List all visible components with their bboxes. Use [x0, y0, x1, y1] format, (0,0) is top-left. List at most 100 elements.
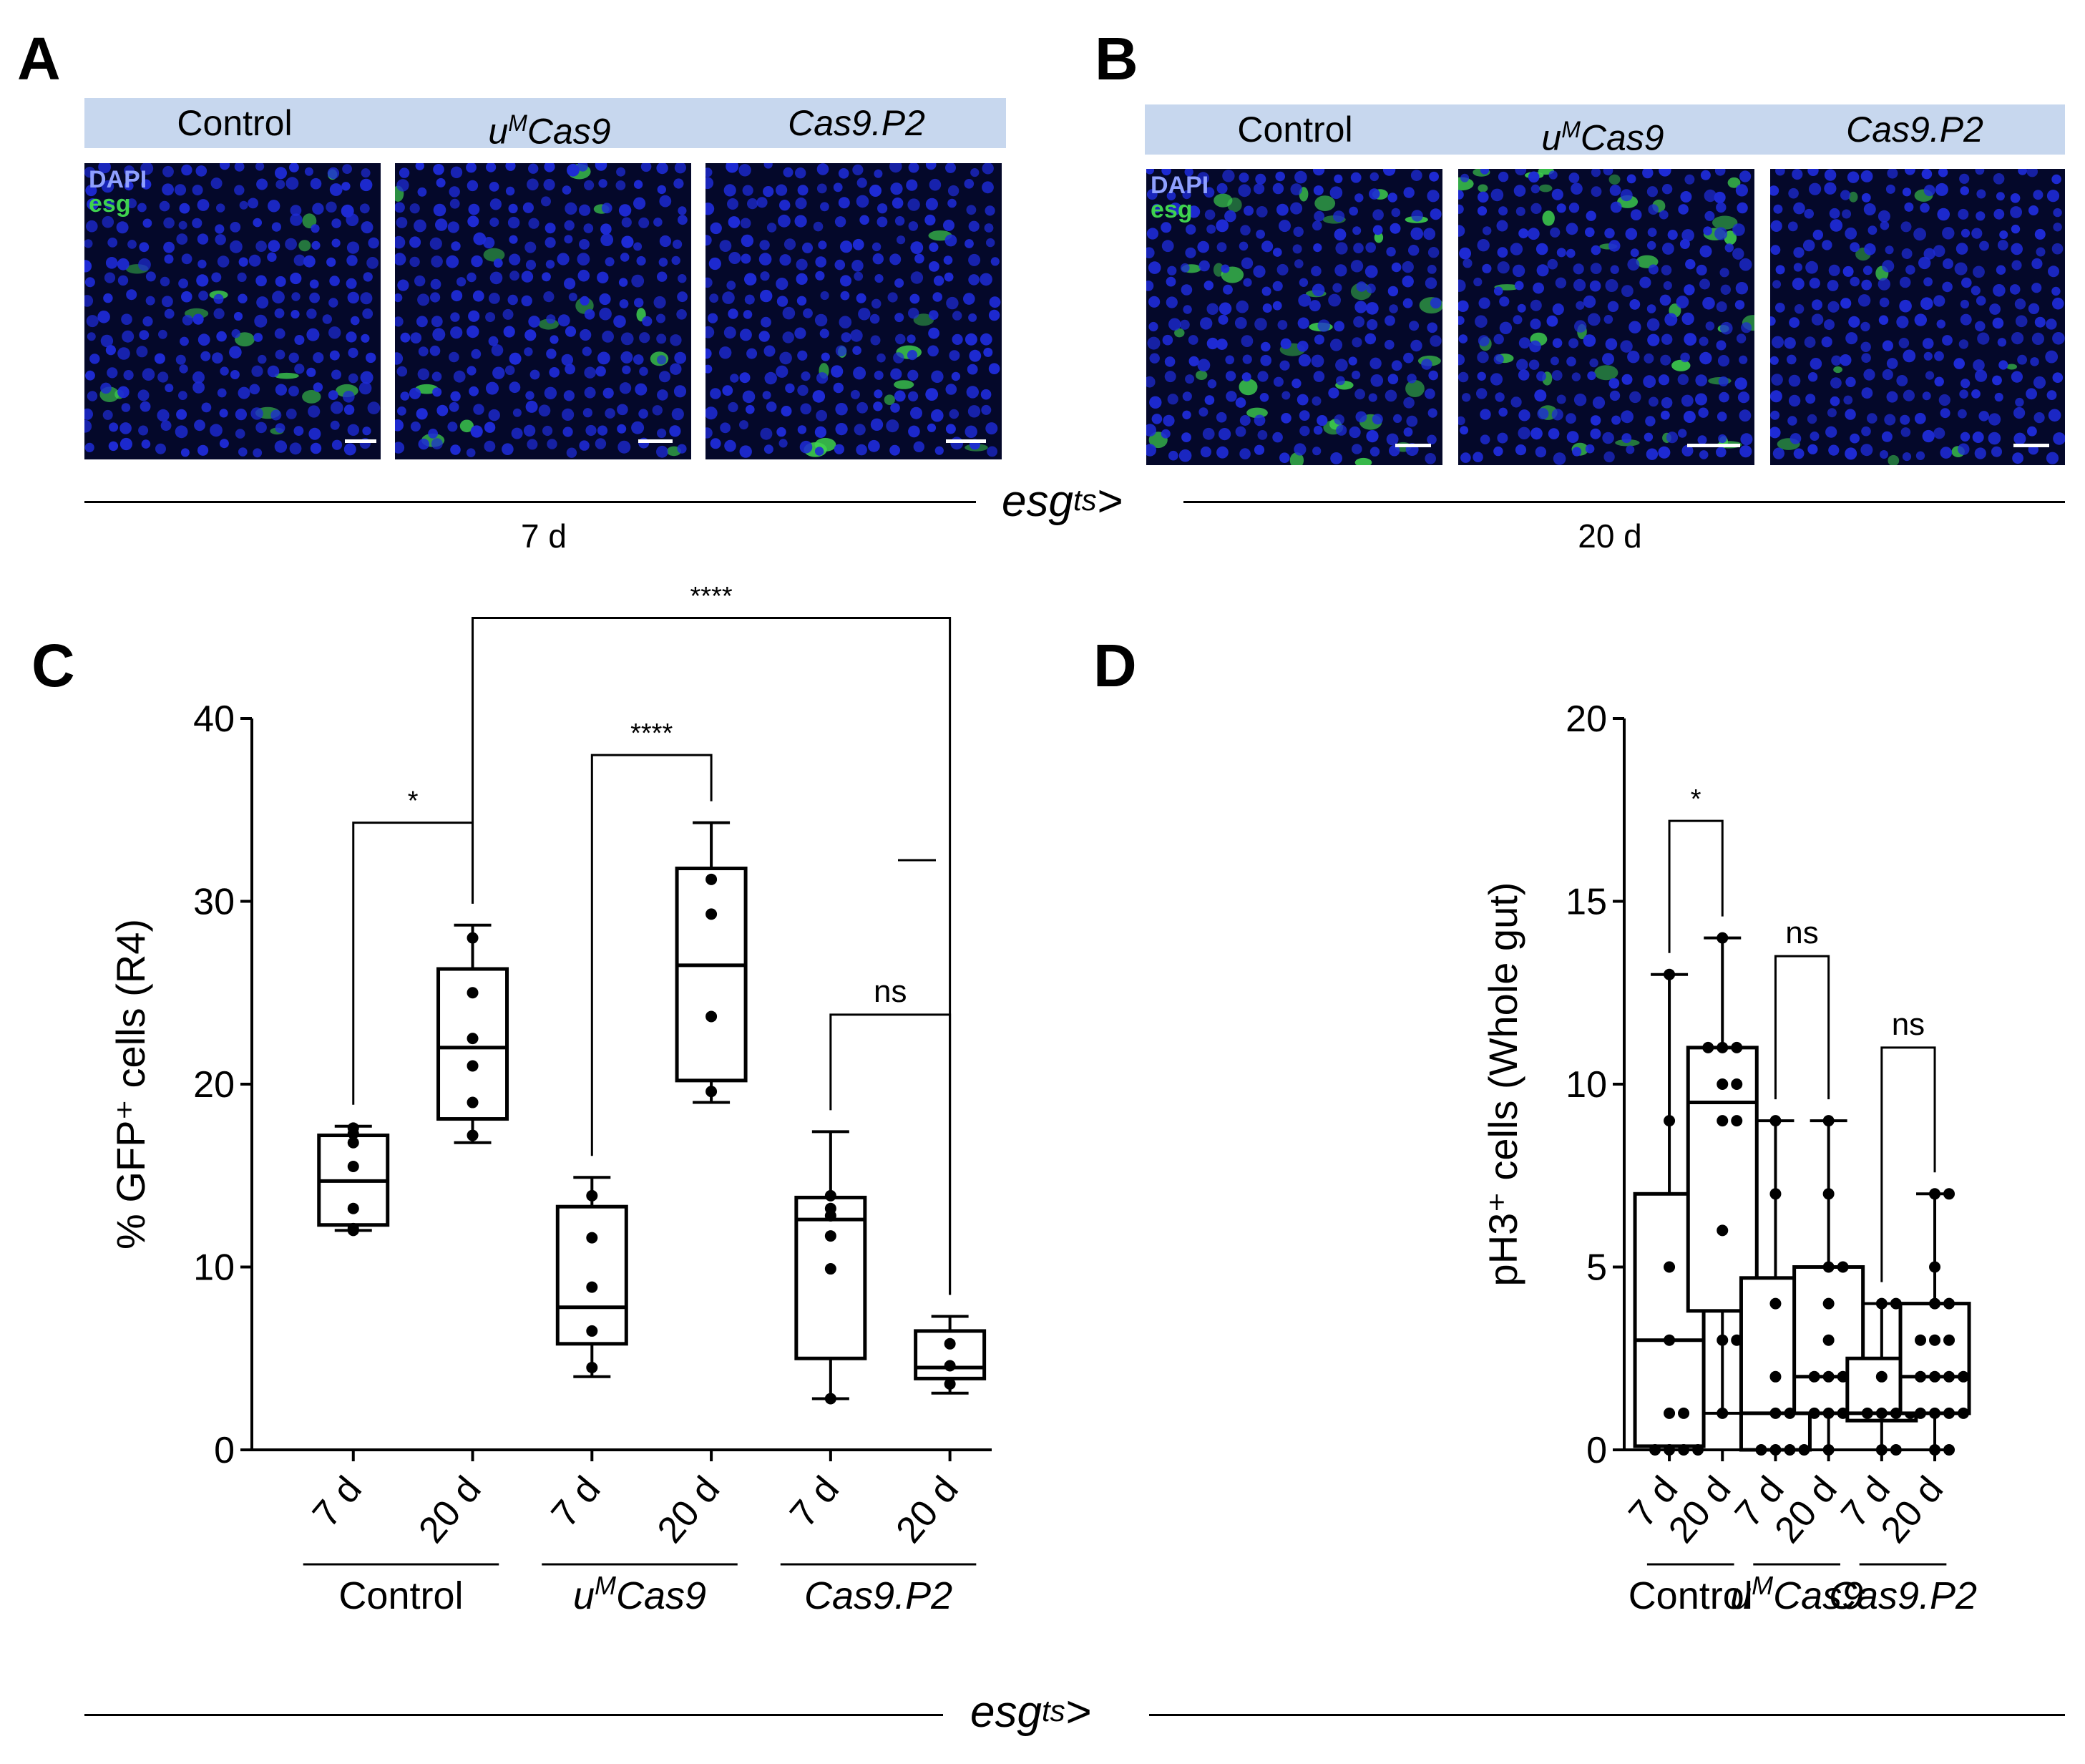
dapi-nucleus	[234, 185, 245, 195]
dapi-nucleus	[1425, 388, 1435, 399]
dapi-nucleus	[1164, 356, 1176, 367]
data-point	[1929, 1444, 1941, 1456]
dapi-nucleus	[739, 445, 752, 458]
dapi-nucleus	[760, 271, 770, 281]
dapi-nucleus	[1973, 265, 1985, 278]
significance-bracket	[829, 1013, 952, 1295]
dapi-nucleus	[582, 408, 592, 418]
dapi-nucleus	[742, 185, 753, 196]
dapi-nucleus	[744, 294, 755, 305]
dapi-nucleus	[1720, 321, 1733, 335]
dapi-nucleus	[192, 313, 204, 325]
dapi-nucleus	[719, 346, 732, 359]
dapi-nucleus	[1478, 335, 1490, 346]
dapi-nucleus	[1430, 335, 1442, 347]
dapi-nucleus	[705, 348, 712, 359]
dapi-nucleus	[802, 242, 813, 253]
dapi-nucleus	[1860, 444, 1873, 457]
dapi-nucleus	[1294, 259, 1304, 268]
dapi-nucleus	[1644, 353, 1654, 364]
dapi-nucleus	[620, 332, 634, 346]
y-tick-label: 15	[1566, 882, 1607, 923]
dapi-nucleus	[708, 313, 718, 323]
dapi-nucleus	[84, 442, 94, 452]
esg-cell	[1214, 193, 1233, 208]
dapi-nucleus	[2010, 193, 2021, 203]
dapi-nucleus	[1334, 321, 1344, 332]
dapi-nucleus	[509, 381, 521, 394]
data-point	[1822, 1407, 1835, 1419]
dapi-nucleus	[710, 438, 721, 449]
dapi-nucleus	[907, 369, 919, 381]
dapi-nucleus	[489, 271, 503, 285]
dapi-nucleus	[117, 275, 129, 286]
dapi-nucleus	[795, 167, 806, 179]
dapi-nucleus	[800, 403, 811, 415]
legend-dapi: DAPI	[1151, 172, 1209, 199]
dapi-nucleus	[1369, 447, 1380, 457]
dapi-nucleus	[638, 217, 650, 228]
dapi-nucleus	[1903, 349, 1916, 363]
dapi-nucleus	[505, 186, 515, 196]
dapi-nucleus	[856, 444, 867, 456]
dapi-nucleus	[1161, 169, 1171, 176]
dapi-nucleus	[1261, 240, 1274, 253]
dapi-nucleus	[547, 439, 557, 449]
dapi-nucleus	[230, 222, 241, 233]
dapi-nucleus	[1847, 171, 1860, 183]
dapi-nucleus	[1960, 186, 1969, 195]
dapi-nucleus	[989, 296, 1001, 308]
panel-a-header-cas9p2: Cas9.P2	[788, 103, 925, 143]
dapi-nucleus	[1860, 170, 1873, 182]
dapi-nucleus	[368, 237, 379, 249]
dapi-nucleus	[326, 257, 336, 267]
dapi-nucleus	[1182, 391, 1192, 401]
dapi-nucleus	[1714, 191, 1726, 204]
data-point	[1731, 1078, 1743, 1090]
dapi-nucleus	[815, 271, 825, 281]
dapi-nucleus	[738, 164, 751, 177]
dapi-nucleus	[522, 202, 534, 213]
dapi-nucleus	[1971, 228, 1983, 239]
dapi-nucleus	[653, 296, 666, 309]
dapi-nucleus	[145, 271, 156, 282]
dapi-nucleus	[705, 427, 713, 439]
dapi-nucleus	[1857, 294, 1871, 307]
dapi-nucleus	[562, 408, 575, 421]
dapi-nucleus	[1992, 317, 2004, 329]
dapi-nucleus	[1517, 303, 1526, 313]
dapi-nucleus	[709, 293, 719, 303]
esg-cell	[1314, 195, 1336, 211]
dapi-nucleus	[1514, 281, 1524, 291]
dapi-nucleus	[1458, 334, 1468, 343]
dapi-nucleus	[1905, 265, 1915, 275]
dapi-nucleus	[1881, 431, 1893, 442]
dapi-nucleus	[1458, 279, 1466, 292]
dapi-nucleus	[1257, 371, 1269, 382]
scale-bar	[946, 439, 986, 443]
dapi-nucleus	[248, 254, 261, 267]
dapi-nucleus	[549, 367, 560, 378]
dapi-nucleus	[456, 277, 467, 287]
dapi-nucleus	[473, 232, 487, 245]
dapi-nucleus	[656, 313, 665, 323]
dapi-nucleus	[778, 214, 791, 228]
dapi-nucleus	[613, 315, 626, 328]
dapi-nucleus	[565, 364, 575, 375]
dapi-nucleus	[1480, 434, 1490, 444]
dapi-nucleus	[1566, 413, 1576, 424]
dapi-nucleus	[1385, 339, 1395, 350]
dapi-nucleus	[1202, 427, 1215, 440]
esg-cell	[302, 390, 321, 404]
dapi-nucleus	[2011, 260, 2022, 271]
x-tick-label: 20 d	[888, 1468, 966, 1551]
dapi-nucleus	[1659, 210, 1669, 220]
dapi-nucleus	[1382, 169, 1396, 176]
data-point	[1717, 1115, 1729, 1127]
dapi-nucleus	[1770, 427, 1781, 439]
dapi-nucleus	[416, 408, 428, 420]
dapi-nucleus	[105, 257, 118, 269]
dapi-nucleus	[87, 391, 98, 401]
dapi-nucleus	[255, 163, 265, 171]
dapi-nucleus	[238, 386, 250, 399]
